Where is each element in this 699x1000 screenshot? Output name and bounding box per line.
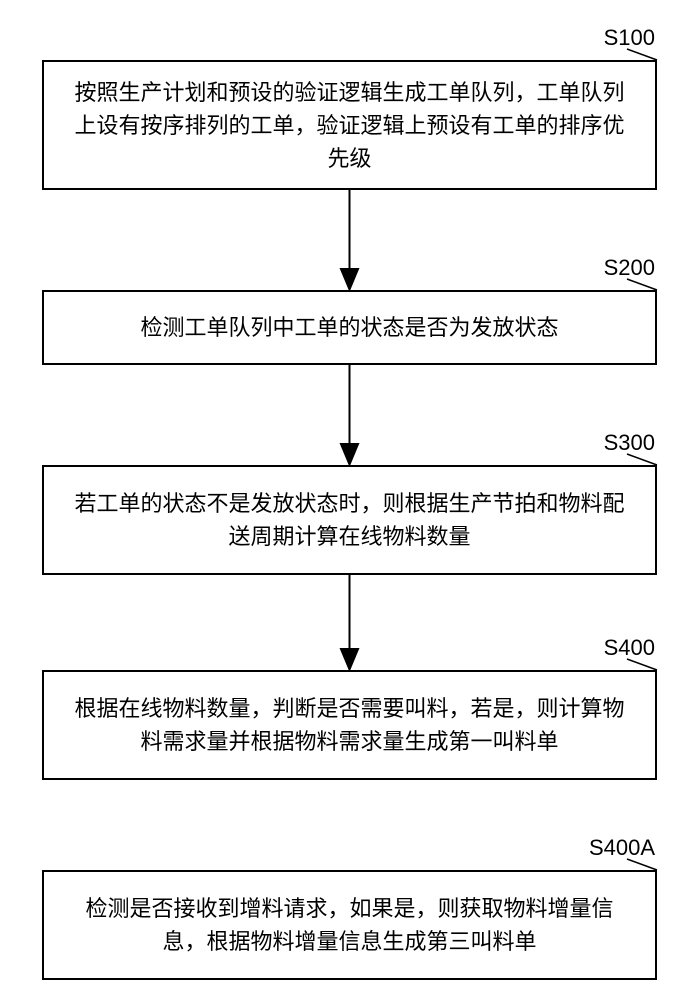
- flowchart-node: 若工单的状态不是发放状态时，则根据生产节拍和物料配送周期计算在线物料数量: [42, 465, 657, 575]
- node-text: 若工单的状态不是发放状态时，则根据生产节拍和物料配送周期计算在线物料数量: [64, 487, 635, 553]
- node-tag: S100: [604, 25, 655, 51]
- flowchart-node: 根据在线物料数量，判断是否需要叫料，若是，则计算物料需求量并根据物料需求量生成第…: [42, 670, 657, 780]
- node-text: 检测是否接收到增料请求，如果是，则获取物料增量信息，根据物料增量信息生成第三叫料…: [64, 892, 635, 958]
- node-tag: S400A: [589, 835, 655, 861]
- flowchart-node: 检测是否接收到增料请求，如果是，则获取物料增量信息，根据物料增量信息生成第三叫料…: [42, 870, 657, 980]
- node-text: 根据在线物料数量，判断是否需要叫料，若是，则计算物料需求量并根据物料需求量生成第…: [64, 692, 635, 758]
- flowchart-node: 按照生产计划和预设的验证逻辑生成工单队列，工单队列上设有按序排列的工单，验证逻辑…: [42, 60, 657, 190]
- node-text: 检测工单队列中工单的状态是否为发放状态: [140, 311, 558, 344]
- node-tag: S400: [604, 635, 655, 661]
- flowchart-node: 检测工单队列中工单的状态是否为发放状态: [42, 290, 657, 365]
- node-tag: S200: [604, 255, 655, 281]
- node-text: 按照生产计划和预设的验证逻辑生成工单队列，工单队列上设有按序排列的工单，验证逻辑…: [64, 76, 635, 175]
- node-tag: S300: [604, 430, 655, 456]
